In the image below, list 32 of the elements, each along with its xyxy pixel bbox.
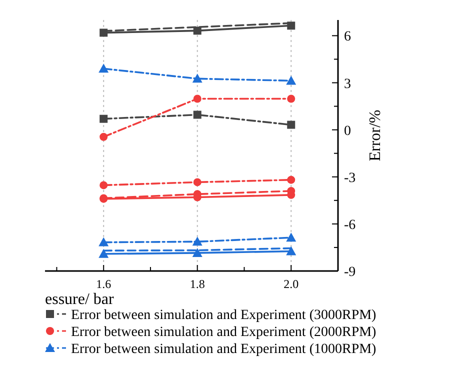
y-axis-title: Error/% [367, 110, 384, 162]
x-axis-title: essure/ bar [45, 291, 115, 308]
y-tick-label: -9 [344, 265, 356, 280]
x-tick-label: 2.0 [284, 277, 299, 291]
point [192, 74, 202, 83]
point [193, 178, 202, 186]
point [287, 176, 296, 184]
y-tick-label: -6 [344, 218, 356, 233]
point [100, 132, 108, 141]
y-tick-label: -3 [344, 170, 356, 186]
point [192, 248, 202, 257]
x-tick-label: 1.8 [190, 277, 205, 291]
point [286, 232, 296, 242]
point [100, 114, 108, 123]
y-tick-label: 6 [344, 30, 351, 45]
point [286, 76, 296, 85]
point [193, 94, 202, 103]
point [193, 110, 202, 119]
point [287, 94, 296, 103]
point [98, 248, 109, 258]
x-tick-label: 1.6 [96, 277, 112, 291]
point [100, 181, 108, 190]
legend-label: Error between simulation and Experiment (1000RPM) [71, 342, 377, 357]
y-tick-label: 3 [344, 76, 351, 92]
point [98, 64, 109, 73]
legend-label: Error between simulation and Experiment (3000RPM) [71, 308, 377, 323]
point [287, 120, 296, 129]
point [286, 246, 296, 256]
legend-label: Error between simulation and Experiment (2000RPM) [71, 325, 377, 340]
y-tick-label: 0 [344, 124, 351, 139]
point [192, 236, 202, 246]
point [98, 237, 109, 246]
